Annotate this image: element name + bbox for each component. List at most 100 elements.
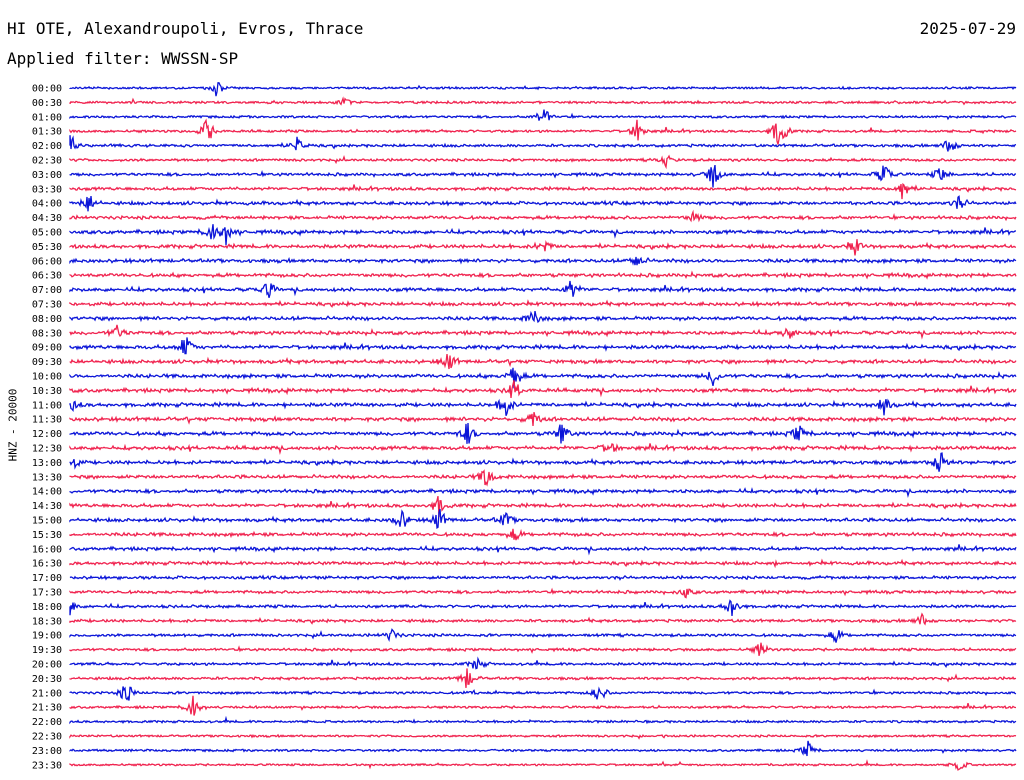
time-tick-label: 09:30 [32, 357, 62, 368]
trace-line [69, 109, 1017, 121]
time-tick-label: 10:00 [32, 372, 62, 383]
time-tick-label: 10:30 [32, 386, 62, 397]
trace-line [69, 256, 1017, 266]
trace-line [69, 354, 1017, 370]
time-tick-label: 03:30 [32, 184, 62, 195]
trace-line [69, 182, 1017, 200]
time-tick-label: 22:00 [32, 717, 62, 728]
time-tick-label: 19:30 [32, 645, 62, 656]
time-tick-label: 15:00 [32, 516, 62, 527]
trace-line [69, 528, 1017, 541]
trace-line [69, 487, 1017, 498]
date-label: 2025-07-29 [919, 19, 1016, 38]
trace-line [69, 310, 1017, 324]
time-tick-label: 23:00 [32, 746, 62, 757]
time-tick-label: 01:00 [32, 112, 62, 123]
station-title: HI OTE, Alexandroupoli, Evros, Thrace [7, 19, 364, 38]
time-tick-label: 12:30 [32, 444, 62, 455]
trace-line [69, 587, 1017, 599]
time-tick-label: 08:30 [32, 328, 62, 339]
trace-line [69, 740, 1017, 757]
trace-line [69, 642, 1017, 656]
time-tick-label: 04:00 [32, 199, 62, 210]
trace-line [69, 135, 1017, 152]
trace-line [69, 96, 1017, 106]
trace-line [69, 508, 1017, 529]
trace-line [69, 574, 1017, 581]
trace-line [69, 668, 1017, 688]
time-tick-label: 20:30 [32, 674, 62, 685]
trace-line [69, 469, 1017, 487]
time-tick-label: 13:00 [32, 458, 62, 469]
trace-line [69, 733, 1017, 740]
time-tick-label: 21:00 [32, 688, 62, 699]
trace-line [69, 496, 1017, 518]
time-tick-label: 19:00 [32, 631, 62, 642]
time-tick-label: 20:00 [32, 660, 62, 671]
time-tick-label: 18:00 [32, 602, 62, 613]
time-tick-label: 11:30 [32, 415, 62, 426]
time-tick-label: 08:00 [32, 314, 62, 325]
trace-line [69, 422, 1017, 444]
time-tick-label: 00:00 [32, 84, 62, 95]
time-tick-label: 09:00 [32, 343, 62, 354]
time-tick-label: 06:30 [32, 271, 62, 282]
trace-line [69, 280, 1017, 298]
trace-line [69, 224, 1016, 246]
trace-line [69, 759, 1017, 771]
time-tick-label: 03:00 [32, 170, 62, 181]
time-tick-label: 01:30 [32, 127, 62, 138]
time-tick-label: 14:30 [32, 501, 62, 512]
time-tick-label: 12:00 [32, 429, 62, 440]
trace-line [69, 612, 1017, 626]
trace-line [69, 558, 1017, 569]
time-tick-label: 05:30 [32, 242, 62, 253]
time-tick-label: 02:30 [32, 156, 62, 167]
time-tick-label: 02:00 [32, 141, 62, 152]
trace-line [69, 695, 1016, 716]
trace-line [69, 398, 1017, 416]
trace-line [69, 154, 1017, 170]
trace-line [69, 118, 1017, 145]
trace-line [69, 628, 1017, 643]
time-tick-label: 15:30 [32, 530, 62, 541]
trace-line [69, 686, 1017, 701]
filter-label: Applied filter: WWSSN-SP [7, 49, 239, 68]
time-tick-label: 06:00 [32, 256, 62, 267]
time-tick-label: 17:00 [32, 573, 62, 584]
time-tick-label: 22:30 [32, 732, 62, 743]
trace-line [69, 299, 1017, 308]
trace-line [69, 380, 1017, 398]
trace-line [69, 209, 1017, 223]
time-tick-label: 14:00 [32, 487, 62, 498]
time-tick-label: 05:00 [32, 228, 62, 239]
trace-line [69, 452, 1017, 472]
time-tick-label: 23:30 [32, 760, 62, 771]
time-tick-label: 07:00 [32, 285, 62, 296]
trace-line [69, 164, 1016, 188]
trace-line [69, 337, 1017, 355]
trace-line [69, 599, 1017, 616]
trace-line [69, 82, 1017, 97]
time-tick-label: 04:30 [32, 213, 62, 224]
time-tick-label: 21:30 [32, 703, 62, 714]
trace-line [69, 443, 1017, 455]
time-tick-label: 11:00 [32, 400, 62, 411]
trace-line [69, 656, 1017, 670]
trace-line [69, 412, 1017, 426]
time-tick-label: 13:30 [32, 472, 62, 483]
time-tick-label: 00:30 [32, 98, 62, 109]
time-tick-label: 16:00 [32, 544, 62, 555]
trace-line [69, 715, 1017, 725]
trace-line [69, 195, 1017, 212]
time-tick-label: 07:30 [32, 300, 62, 311]
trace-line [69, 544, 1017, 556]
time-tick-label: 18:30 [32, 616, 62, 627]
time-tick-label: 17:30 [32, 588, 62, 599]
trace-line [69, 367, 1017, 389]
trace-line [69, 239, 1016, 256]
trace-line [69, 324, 1017, 340]
time-tick-label: 16:30 [32, 559, 62, 570]
trace-line [69, 270, 1017, 280]
